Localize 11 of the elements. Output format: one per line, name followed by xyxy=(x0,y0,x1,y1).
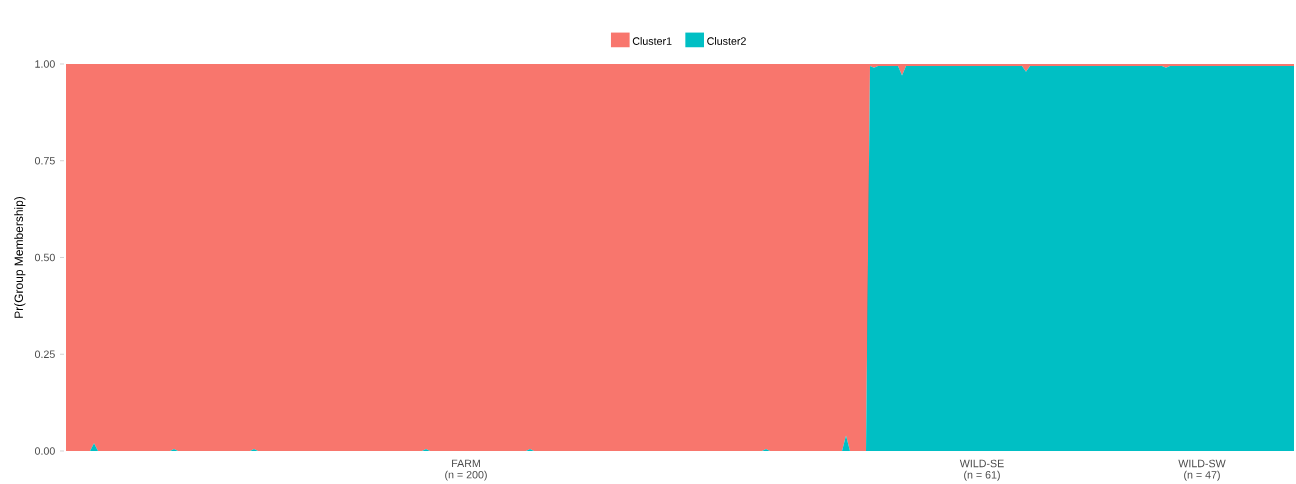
y-tick-label: 0.00 xyxy=(34,447,55,455)
y-axis-title: Pr(Group Membership) xyxy=(14,196,26,318)
x-tick-label: WILD-SW (n = 47) xyxy=(1178,459,1226,481)
x-tick-label: WILD-SE (n = 61) xyxy=(959,459,1004,481)
y-tick-label: 0.25 xyxy=(34,350,55,359)
y-tick-label: 1.00 xyxy=(35,60,55,68)
y-tick-label: 0.50 xyxy=(34,253,55,262)
legend-label: Cluster1 xyxy=(632,37,672,45)
y-tick-label: 0.75 xyxy=(34,156,55,165)
x-tick-label: FARM (n = 200) xyxy=(445,459,487,481)
legend-label: Cluster2 xyxy=(707,37,746,45)
